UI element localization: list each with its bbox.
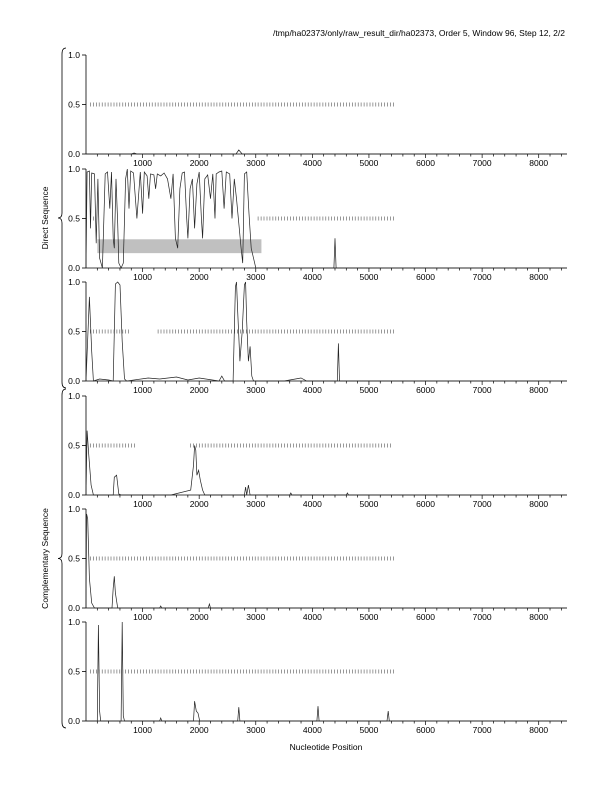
x-tick-label: 4000 (303, 499, 322, 509)
x-tick-label: 8000 (529, 385, 548, 395)
y-tick-label: 0.0 (68, 603, 80, 613)
panels: 0.0 0.5 1.0 1000 2000 3000 4000 5000 6000 7000 800… (68, 50, 567, 735)
x-tick-label: 3000 (246, 499, 265, 509)
x-tick-label: 5000 (359, 385, 378, 395)
stop-marks (90, 556, 394, 561)
x-tick-label: 1000 (133, 725, 152, 735)
y-tick-label: 1.0 (68, 617, 80, 627)
panel: 0.0 0.5 1.0 1000 2000 3000 4000 5000 6000 7000 800… (68, 277, 567, 395)
x-tick-label: 2000 (190, 158, 209, 168)
panel: 0.0 0.5 1.0 1000 2000 3000 4000 5000 6000 7000 800… (68, 164, 567, 282)
x-tick-label: 8000 (529, 158, 548, 168)
series-line (85, 513, 567, 609)
panel: 0.0 0.5 1.0 1000 2000 3000 4000 5000 6000 7000 800… (68, 504, 567, 622)
y-tick-label: 1.0 (68, 164, 80, 174)
x-tick-label: 4000 (303, 158, 322, 168)
stop-marks (90, 102, 394, 107)
y-tick-label: 0.0 (68, 716, 80, 726)
x-axis-title: Nucleotide Position (290, 742, 363, 752)
x-tick-label: 6000 (416, 612, 435, 622)
y-tick-label: 0.0 (68, 149, 80, 159)
x-tick-label: 5000 (359, 612, 378, 622)
series-line (85, 430, 567, 496)
y-tick-label: 0.5 (68, 554, 80, 564)
x-tick-label: 8000 (529, 612, 548, 622)
x-tick-label: 3000 (246, 385, 265, 395)
group-brackets: Direct Sequence Complementary Sequence (40, 47, 67, 729)
group-bracket (57, 47, 67, 389)
x-tick-label: 4000 (303, 385, 322, 395)
x-tick-label: 2000 (190, 385, 209, 395)
x-tick-label: 5000 (359, 499, 378, 509)
panel: 0.0 0.5 1.0 1000 2000 3000 4000 5000 6000 7000 800… (68, 617, 567, 735)
x-tick-label: 1000 (133, 612, 152, 622)
y-tick-label: 0.0 (68, 490, 80, 500)
stop-marks (90, 443, 391, 448)
panel: 0.0 0.5 1.0 1000 2000 3000 4000 5000 6000 7000 800… (68, 391, 567, 509)
stop-marks (90, 216, 394, 221)
x-tick-label: 2000 (190, 499, 209, 509)
x-tick-label: 5000 (359, 272, 378, 282)
x-tick-label: 1000 (133, 158, 152, 168)
panel: 0.0 0.5 1.0 1000 2000 3000 4000 5000 6000 7000 800… (68, 50, 567, 168)
x-tick-label: 6000 (416, 272, 435, 282)
x-tick-label: 5000 (359, 158, 378, 168)
x-tick-label: 3000 (246, 725, 265, 735)
series-line (86, 621, 567, 722)
page-title: /tmp/ha02373/only/raw_result_dir/ha02373… (273, 28, 565, 38)
x-tick-label: 3000 (246, 272, 265, 282)
y-tick-label: 1.0 (68, 50, 80, 60)
x-tick-label: 6000 (416, 158, 435, 168)
x-tick-label: 2000 (190, 612, 209, 622)
series-line (85, 168, 567, 269)
stop-marks (90, 329, 394, 334)
x-tick-label: 1000 (133, 499, 152, 509)
x-tick-label: 2000 (190, 272, 209, 282)
group-label: Direct Sequence (40, 186, 50, 249)
x-tick-label: 8000 (529, 499, 548, 509)
x-tick-label: 7000 (473, 499, 492, 509)
y-tick-label: 1.0 (68, 504, 80, 514)
group-bracket (57, 388, 67, 729)
series-line (85, 281, 567, 382)
y-tick-label: 1.0 (68, 277, 80, 287)
y-tick-label: 0.0 (68, 263, 80, 273)
x-tick-label: 7000 (473, 725, 492, 735)
y-tick-label: 1.0 (68, 391, 80, 401)
y-tick-label: 0.5 (68, 327, 80, 337)
x-tick-label: 4000 (303, 725, 322, 735)
x-tick-label: 6000 (416, 725, 435, 735)
x-tick-label: 7000 (473, 158, 492, 168)
group-label: Complementary Sequence (40, 508, 50, 609)
highlight-band (97, 239, 262, 254)
x-tick-label: 4000 (303, 272, 322, 282)
x-tick-label: 1000 (133, 385, 152, 395)
y-tick-label: 0.5 (68, 667, 80, 677)
x-tick-label: 7000 (473, 385, 492, 395)
x-tick-label: 2000 (190, 725, 209, 735)
x-tick-label: 6000 (416, 499, 435, 509)
x-tick-label: 7000 (473, 612, 492, 622)
x-tick-label: 8000 (529, 725, 548, 735)
y-tick-label: 0.5 (68, 214, 80, 224)
y-tick-label: 0.0 (68, 376, 80, 386)
x-tick-label: 8000 (529, 272, 548, 282)
stop-marks (90, 669, 394, 674)
x-tick-label: 3000 (246, 612, 265, 622)
y-tick-label: 0.5 (68, 100, 80, 110)
x-tick-label: 1000 (133, 272, 152, 282)
series-line (86, 149, 567, 155)
x-tick-label: 7000 (473, 272, 492, 282)
y-tick-label: 0.5 (68, 441, 80, 451)
x-tick-label: 3000 (246, 158, 265, 168)
x-tick-label: 5000 (359, 725, 378, 735)
x-tick-label: 4000 (303, 612, 322, 622)
x-tick-label: 6000 (416, 385, 435, 395)
